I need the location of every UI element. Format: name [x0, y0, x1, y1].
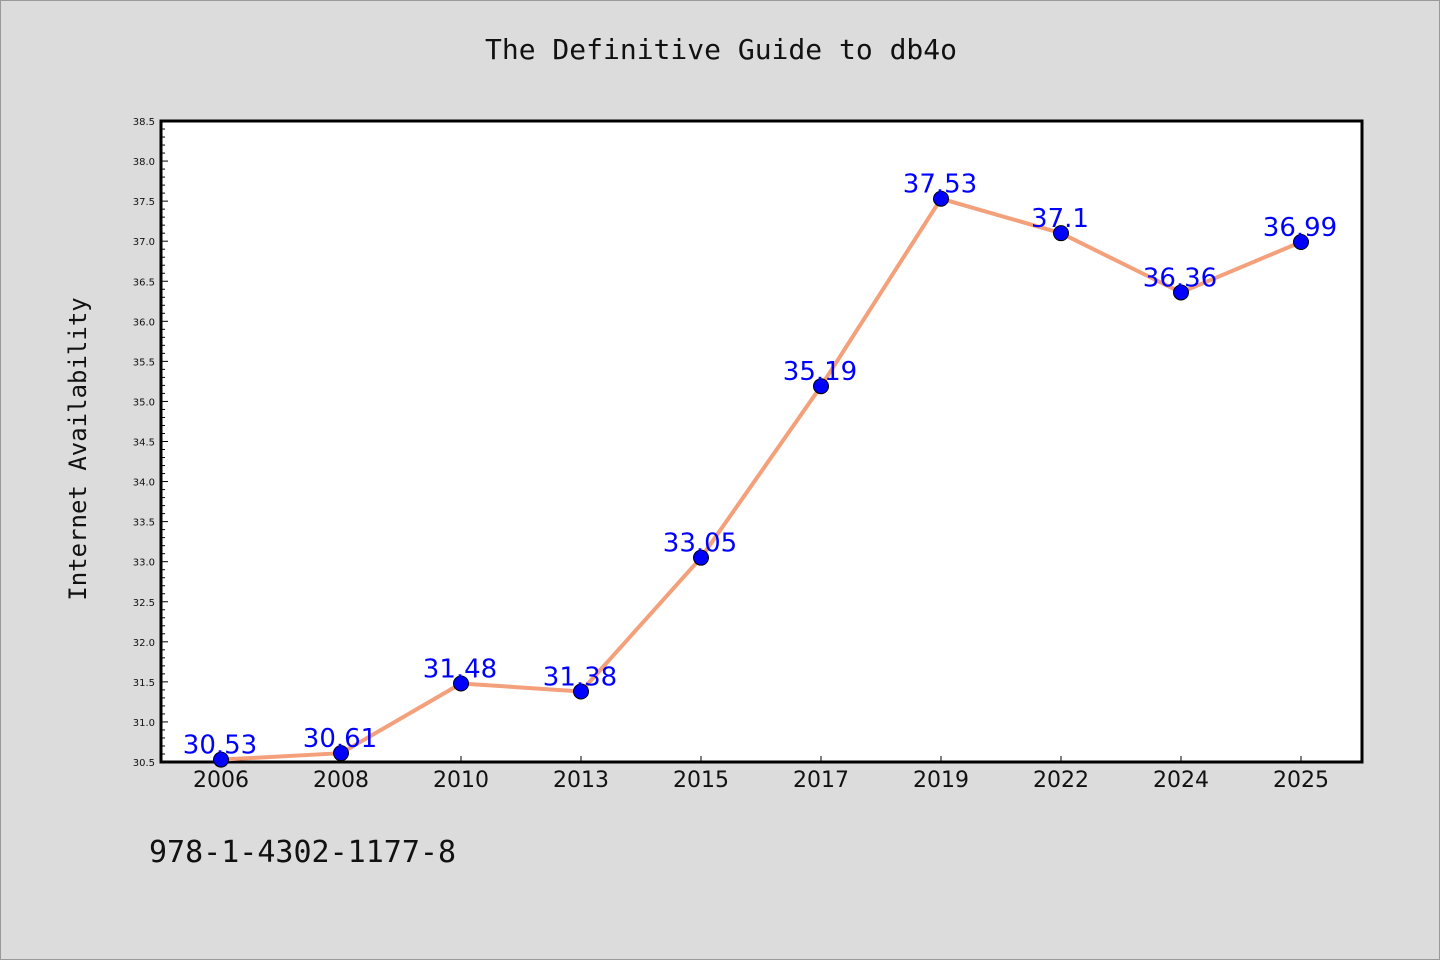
data-labels-group: 30.53 30.61 31.48 31.38 33.05 35.19 37.53 37.1 3…	[183, 170, 1337, 761]
x-tick-label: 2013	[553, 768, 609, 793]
y-tick-label: 35.0	[133, 397, 155, 408]
y-tick-label: 37.0	[133, 237, 155, 248]
chart-title: The Definitive Guide to db4o	[484, 33, 957, 66]
data-point	[453, 675, 469, 692]
y-tick-label: 32.0	[133, 638, 155, 649]
data-point	[813, 378, 829, 395]
data-point	[573, 683, 589, 700]
data-label: 36.99	[1263, 213, 1337, 243]
y-tick-label: 36.5	[133, 277, 155, 288]
x-tick-label: 2017	[793, 768, 849, 793]
y-tick-label: 38.0	[133, 157, 155, 168]
data-label: 30.61	[303, 724, 377, 754]
data-point	[1053, 225, 1069, 242]
x-tick-label: 2019	[913, 768, 969, 793]
y-axis: 30.5 31.0 31.5 32.0 32.5 33.0 33.5 34.0 34.5 35.0…	[133, 117, 168, 769]
y-tick-label: 33.5	[133, 518, 155, 529]
y-tick-label: 30.5	[133, 758, 155, 769]
x-tick-label: 2008	[313, 768, 369, 793]
y-tick-label: 33.0	[133, 558, 155, 569]
data-label: 31.48	[423, 654, 497, 684]
data-point	[693, 549, 709, 566]
data-label: 33.05	[663, 529, 737, 559]
x-tick-label: 2024	[1153, 768, 1209, 793]
data-label: 31.38	[543, 662, 617, 692]
y-tick-label: 31.0	[133, 718, 155, 729]
data-label: 35.19	[783, 357, 857, 387]
y-tick-label: 34.0	[133, 478, 155, 489]
y-axis-label: Internet Availability	[64, 297, 92, 600]
data-point	[1173, 284, 1189, 301]
data-label: 36.36	[1143, 263, 1217, 293]
isbn-footer: 978-1-4302-1177-8	[149, 835, 457, 870]
x-tick-label: 2006	[193, 768, 249, 793]
plot-area	[159, 119, 1364, 764]
data-point	[213, 751, 229, 768]
data-point	[933, 190, 949, 207]
series-group	[213, 190, 1309, 768]
y-tick-label: 38.5	[133, 117, 155, 128]
y-tick-label: 35.5	[133, 357, 155, 368]
x-tick-label: 2015	[673, 768, 729, 793]
data-point	[333, 745, 349, 762]
y-tick-label: 34.5	[133, 438, 155, 449]
data-point	[1293, 233, 1309, 250]
y-tick-label: 32.5	[133, 598, 155, 609]
y-tick-label: 36.0	[133, 317, 155, 328]
y-tick-label: 37.5	[133, 197, 155, 208]
data-label: 30.53	[183, 731, 257, 761]
data-label: 37.53	[903, 170, 977, 200]
x-tick-label: 2022	[1033, 768, 1089, 793]
x-tick-label: 2025	[1273, 768, 1329, 793]
series-line	[220, 196, 1302, 762]
data-label: 37.1	[1031, 204, 1089, 234]
x-tick-label: 2010	[433, 768, 489, 793]
x-axis: 2006 2008 2010 2013 2015 2017 2019 2022 2024 2025	[193, 756, 1329, 793]
y-tick-label: 31.5	[133, 678, 155, 689]
